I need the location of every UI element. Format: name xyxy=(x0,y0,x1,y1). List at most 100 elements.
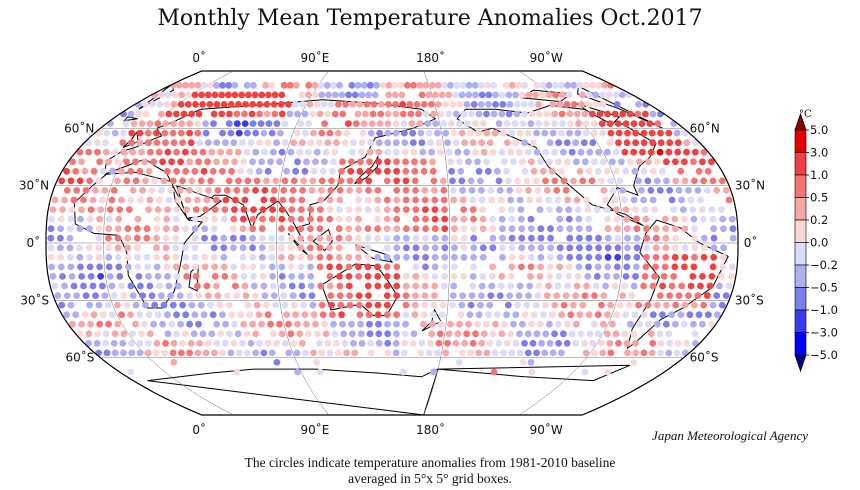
anomaly-dot xyxy=(427,101,435,108)
anomaly-dot xyxy=(470,263,477,271)
anomaly-dot xyxy=(263,301,270,309)
longitude-label-bottom: 180˚ xyxy=(416,422,445,437)
anomaly-dot xyxy=(376,120,384,127)
anomaly-dot xyxy=(479,206,487,214)
anomaly-dot xyxy=(333,339,340,347)
anomaly-dot xyxy=(459,196,467,204)
anomaly-dot xyxy=(160,301,168,309)
anomaly-dot xyxy=(252,129,260,137)
anomaly-dot xyxy=(92,187,99,194)
anomaly-dot xyxy=(418,91,426,99)
anomaly-dot xyxy=(150,158,158,166)
anomaly-dot xyxy=(99,196,106,204)
meridian-line xyxy=(518,71,623,415)
anomaly-dot xyxy=(635,177,642,185)
anomaly-dot xyxy=(328,301,335,309)
anomaly-dot xyxy=(326,129,334,137)
anomaly-dot xyxy=(305,91,312,99)
anomaly-dot xyxy=(345,282,353,290)
anomaly-dot xyxy=(164,91,172,99)
anomaly-dot xyxy=(257,120,265,127)
anomaly-dot xyxy=(581,292,589,299)
anomaly-dot xyxy=(218,110,226,118)
anomaly-dot xyxy=(239,139,246,147)
anomaly-dot xyxy=(249,253,257,261)
anomaly-dot xyxy=(267,320,274,328)
anomaly-dot xyxy=(287,244,295,252)
agency-credit: Japan Meteorological Agency xyxy=(652,428,808,443)
anomaly-dot xyxy=(297,225,305,233)
anomaly-dot xyxy=(336,206,343,214)
anomaly-dot xyxy=(308,292,316,299)
anomaly-dot xyxy=(374,234,381,242)
anomaly-dot xyxy=(261,148,268,156)
anomaly-dot xyxy=(258,320,265,328)
anomaly-dot xyxy=(480,148,488,156)
anomaly-dot xyxy=(153,339,161,347)
anomaly-dot xyxy=(619,187,626,194)
anomaly-dot xyxy=(146,330,154,338)
anomaly-dot xyxy=(263,110,271,118)
anomaly-dot xyxy=(208,330,216,338)
anomaly-dot xyxy=(499,225,506,233)
anomaly-dot xyxy=(105,320,112,328)
anomaly-dot xyxy=(186,320,194,328)
anomaly-dot xyxy=(268,234,276,242)
anomaly-dot xyxy=(606,120,614,127)
anomaly-dot xyxy=(374,225,381,233)
anomaly-dot xyxy=(384,167,391,175)
anomaly-dot xyxy=(518,215,525,223)
anomaly-dot xyxy=(516,349,524,357)
anomaly-dot xyxy=(330,158,337,166)
anomaly-dot xyxy=(136,139,144,147)
anomaly-dot xyxy=(345,253,353,261)
anomaly-dot xyxy=(384,320,391,328)
anomaly-dot xyxy=(483,320,490,328)
anomaly-dot xyxy=(252,349,260,357)
anomaly-dot xyxy=(632,206,639,214)
anomaly-dot xyxy=(564,81,571,89)
anomaly-dot xyxy=(142,301,149,309)
longitude-label-bottom: 0˚ xyxy=(192,422,206,437)
anomaly-dot xyxy=(431,244,439,252)
anomaly-dot xyxy=(173,330,181,338)
anomaly-dot xyxy=(342,101,349,108)
anomaly-dot xyxy=(624,349,631,357)
anomaly-dot xyxy=(403,244,410,252)
anomaly-dot xyxy=(173,311,181,319)
anomaly-dot xyxy=(169,129,177,137)
anomaly-dot xyxy=(136,339,144,347)
anomaly-dot xyxy=(250,81,257,89)
anomaly-dot xyxy=(422,206,429,214)
anomaly-dot xyxy=(604,167,611,175)
anomaly-dot xyxy=(283,167,290,175)
anomaly-dot xyxy=(546,139,554,147)
anomaly-dot xyxy=(59,206,66,214)
anomaly-dot xyxy=(290,139,298,147)
anomaly-dot xyxy=(142,101,149,108)
anomaly-dot xyxy=(204,158,212,166)
anomaly-dot xyxy=(219,129,227,137)
anomaly-dot xyxy=(604,263,612,271)
anomaly-dot xyxy=(63,311,70,319)
anomaly-dot xyxy=(151,301,159,309)
anomaly-dot xyxy=(589,339,597,347)
anomaly-dot xyxy=(392,101,399,108)
anomaly-dot xyxy=(512,339,520,347)
anomaly-dot xyxy=(301,129,309,137)
anomaly-dot xyxy=(452,339,460,347)
anomaly-dot xyxy=(575,120,582,127)
anomaly-dot xyxy=(327,292,335,299)
anomaly-dot xyxy=(276,158,283,166)
anomaly-dot xyxy=(136,311,144,319)
colorbar-tick-label: −0.5 xyxy=(810,281,838,295)
anomaly-dot xyxy=(576,167,584,175)
latitude-label-left: 30˚S xyxy=(20,292,49,307)
anomaly-dot xyxy=(439,311,446,319)
anomaly-dot xyxy=(222,196,230,204)
anomaly-dot xyxy=(221,273,229,280)
anomaly-dot xyxy=(348,320,355,328)
anomaly-dot xyxy=(430,301,438,309)
anomaly-dot xyxy=(326,215,334,223)
anomaly-dot xyxy=(504,339,511,347)
